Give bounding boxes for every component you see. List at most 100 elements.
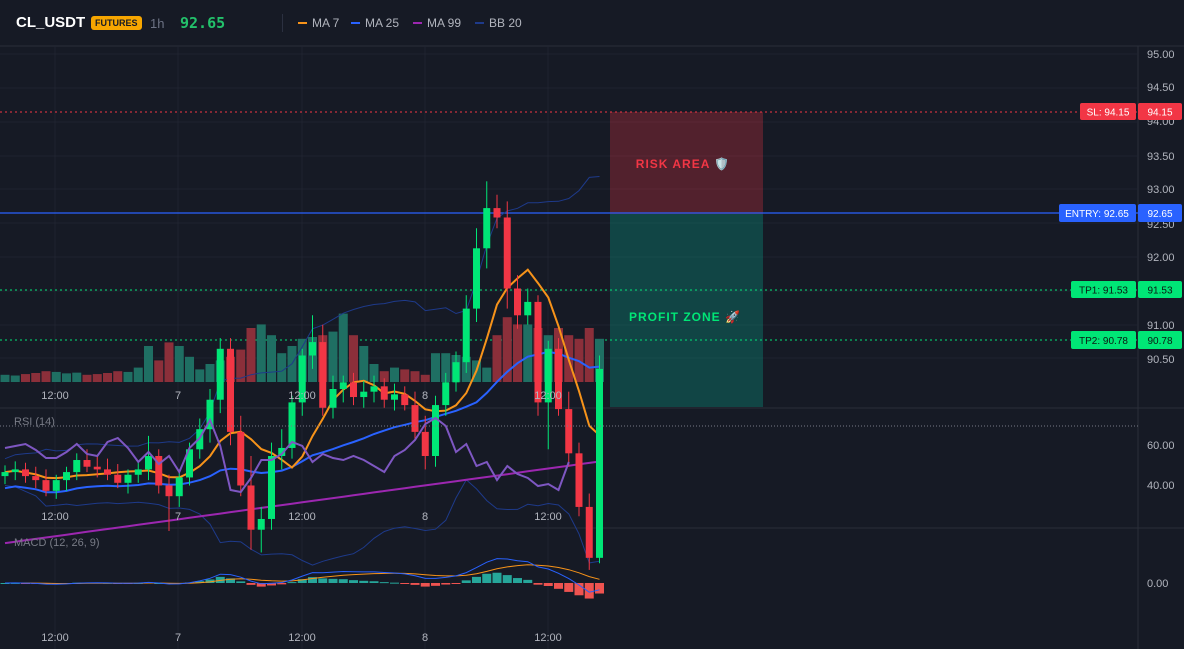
macd-hist-bar	[431, 583, 440, 586]
candlesticks[interactable]	[1, 181, 604, 570]
candle-body[interactable]	[370, 386, 378, 392]
candle-body[interactable]	[93, 466, 101, 470]
volume-bar	[82, 374, 92, 382]
candle-body[interactable]	[216, 348, 224, 400]
candle-body[interactable]	[391, 394, 398, 400]
candle-body[interactable]	[42, 480, 50, 491]
candle-body[interactable]	[432, 405, 439, 456]
volume-bar	[523, 324, 533, 382]
candle-body[interactable]	[462, 308, 470, 363]
candle-body[interactable]	[483, 208, 491, 249]
macd-hist-bar	[226, 578, 235, 583]
candle-body[interactable]	[421, 431, 429, 456]
volume-bar	[0, 374, 10, 382]
time-tick-2-3: 8	[422, 632, 428, 644]
macd-hist-bar	[441, 583, 451, 585]
time-axis[interactable]: 12:00 7 12:00 8 12:00 12:00 7 12:00 8 12:00 12:00 7…	[41, 390, 562, 644]
candle-body[interactable]	[329, 389, 337, 408]
legend-bb20[interactable]: BB 20	[475, 16, 522, 30]
candle-body[interactable]	[360, 391, 368, 398]
timeframe-label[interactable]: 1h	[150, 16, 165, 31]
candle-body[interactable]	[473, 248, 480, 309]
candle-body[interactable]	[514, 288, 521, 316]
legend-ma25[interactable]: MA 25	[351, 16, 399, 30]
risk-area-zone[interactable]	[610, 112, 763, 214]
candle-body[interactable]	[227, 348, 234, 432]
rsi-line[interactable]	[4, 416, 570, 494]
candle-body[interactable]	[257, 518, 265, 530]
candle-body[interactable]	[175, 477, 183, 497]
candle-body[interactable]	[452, 362, 460, 383]
macd-tick-zero: 0.00	[1147, 578, 1168, 590]
candle-body[interactable]	[298, 355, 306, 403]
candle-body[interactable]	[350, 382, 357, 398]
candle-body[interactable]	[596, 368, 603, 558]
macd-hist-bar	[400, 583, 410, 584]
candle-body[interactable]	[237, 431, 245, 486]
rsi-title: RSI (14)	[14, 416, 55, 428]
candle-body[interactable]	[155, 456, 163, 486]
volume-bar	[195, 369, 205, 382]
candle-body[interactable]	[32, 476, 40, 481]
candle-body[interactable]	[206, 399, 214, 430]
ma7-swatch	[298, 22, 307, 24]
symbol-title[interactable]: CL_USDT	[16, 14, 86, 31]
candle-body[interactable]	[575, 453, 583, 507]
macd-hist-bar	[369, 581, 379, 583]
price-tick-7: 91.00	[1147, 320, 1175, 332]
candle-body[interactable]	[134, 469, 142, 475]
volume-bar	[584, 328, 594, 382]
time-tick-0-1: 7	[175, 390, 181, 402]
macd-hist-bar	[564, 583, 574, 592]
candle-body[interactable]	[339, 382, 347, 389]
candle-body[interactable]	[555, 348, 562, 410]
volume-bar	[328, 331, 338, 382]
candle-body[interactable]	[503, 217, 511, 289]
legend-ma7[interactable]: MA 7	[298, 16, 339, 30]
candle-body[interactable]	[165, 485, 173, 497]
volume-bar	[185, 356, 194, 382]
candle-body[interactable]	[63, 472, 70, 481]
candle-body[interactable]	[278, 447, 286, 456]
candle-body[interactable]	[565, 409, 573, 454]
candle-body[interactable]	[411, 405, 419, 432]
candle-body[interactable]	[52, 480, 60, 491]
tp2-tag-label: TP2: 90.78	[1079, 336, 1128, 347]
candle-body[interactable]	[1, 472, 9, 477]
candle-body[interactable]	[114, 474, 122, 483]
candle-body[interactable]	[83, 460, 91, 467]
volume-bar	[267, 335, 276, 382]
candle-body[interactable]	[401, 394, 409, 406]
candle-body[interactable]	[104, 469, 111, 475]
volume-bar	[369, 364, 379, 382]
candle-body[interactable]	[524, 301, 532, 316]
candle-body[interactable]	[145, 456, 152, 470]
candle-body[interactable]	[585, 506, 593, 558]
profit-zone[interactable]	[610, 214, 763, 407]
candle-body[interactable]	[534, 301, 542, 403]
legend-ma99[interactable]: MA 99	[413, 16, 461, 30]
time-tick-1-1: 7	[175, 511, 181, 523]
candle-body[interactable]	[268, 456, 275, 519]
candle-body[interactable]	[493, 208, 501, 218]
candle-body[interactable]	[11, 469, 19, 473]
sl-tag	[1080, 103, 1136, 120]
candle-body[interactable]	[22, 469, 29, 477]
candle-body[interactable]	[309, 342, 316, 356]
candle-body[interactable]	[288, 402, 296, 448]
candle-body[interactable]	[73, 460, 81, 473]
candle-body[interactable]	[124, 474, 132, 483]
candle-body[interactable]	[544, 348, 552, 403]
candle-body[interactable]	[247, 485, 255, 530]
candle-body[interactable]	[319, 342, 327, 408]
candle-body[interactable]	[442, 382, 450, 406]
candle-body[interactable]	[380, 386, 388, 400]
volume-bar	[72, 372, 82, 382]
price-tick-3: 93.50	[1147, 151, 1175, 163]
macd-hist-bar	[492, 572, 502, 583]
macd-hist-bar	[195, 581, 205, 583]
candle-body[interactable]	[186, 449, 193, 478]
volume-bar	[62, 373, 71, 382]
macd-hist-bar	[287, 582, 297, 584]
